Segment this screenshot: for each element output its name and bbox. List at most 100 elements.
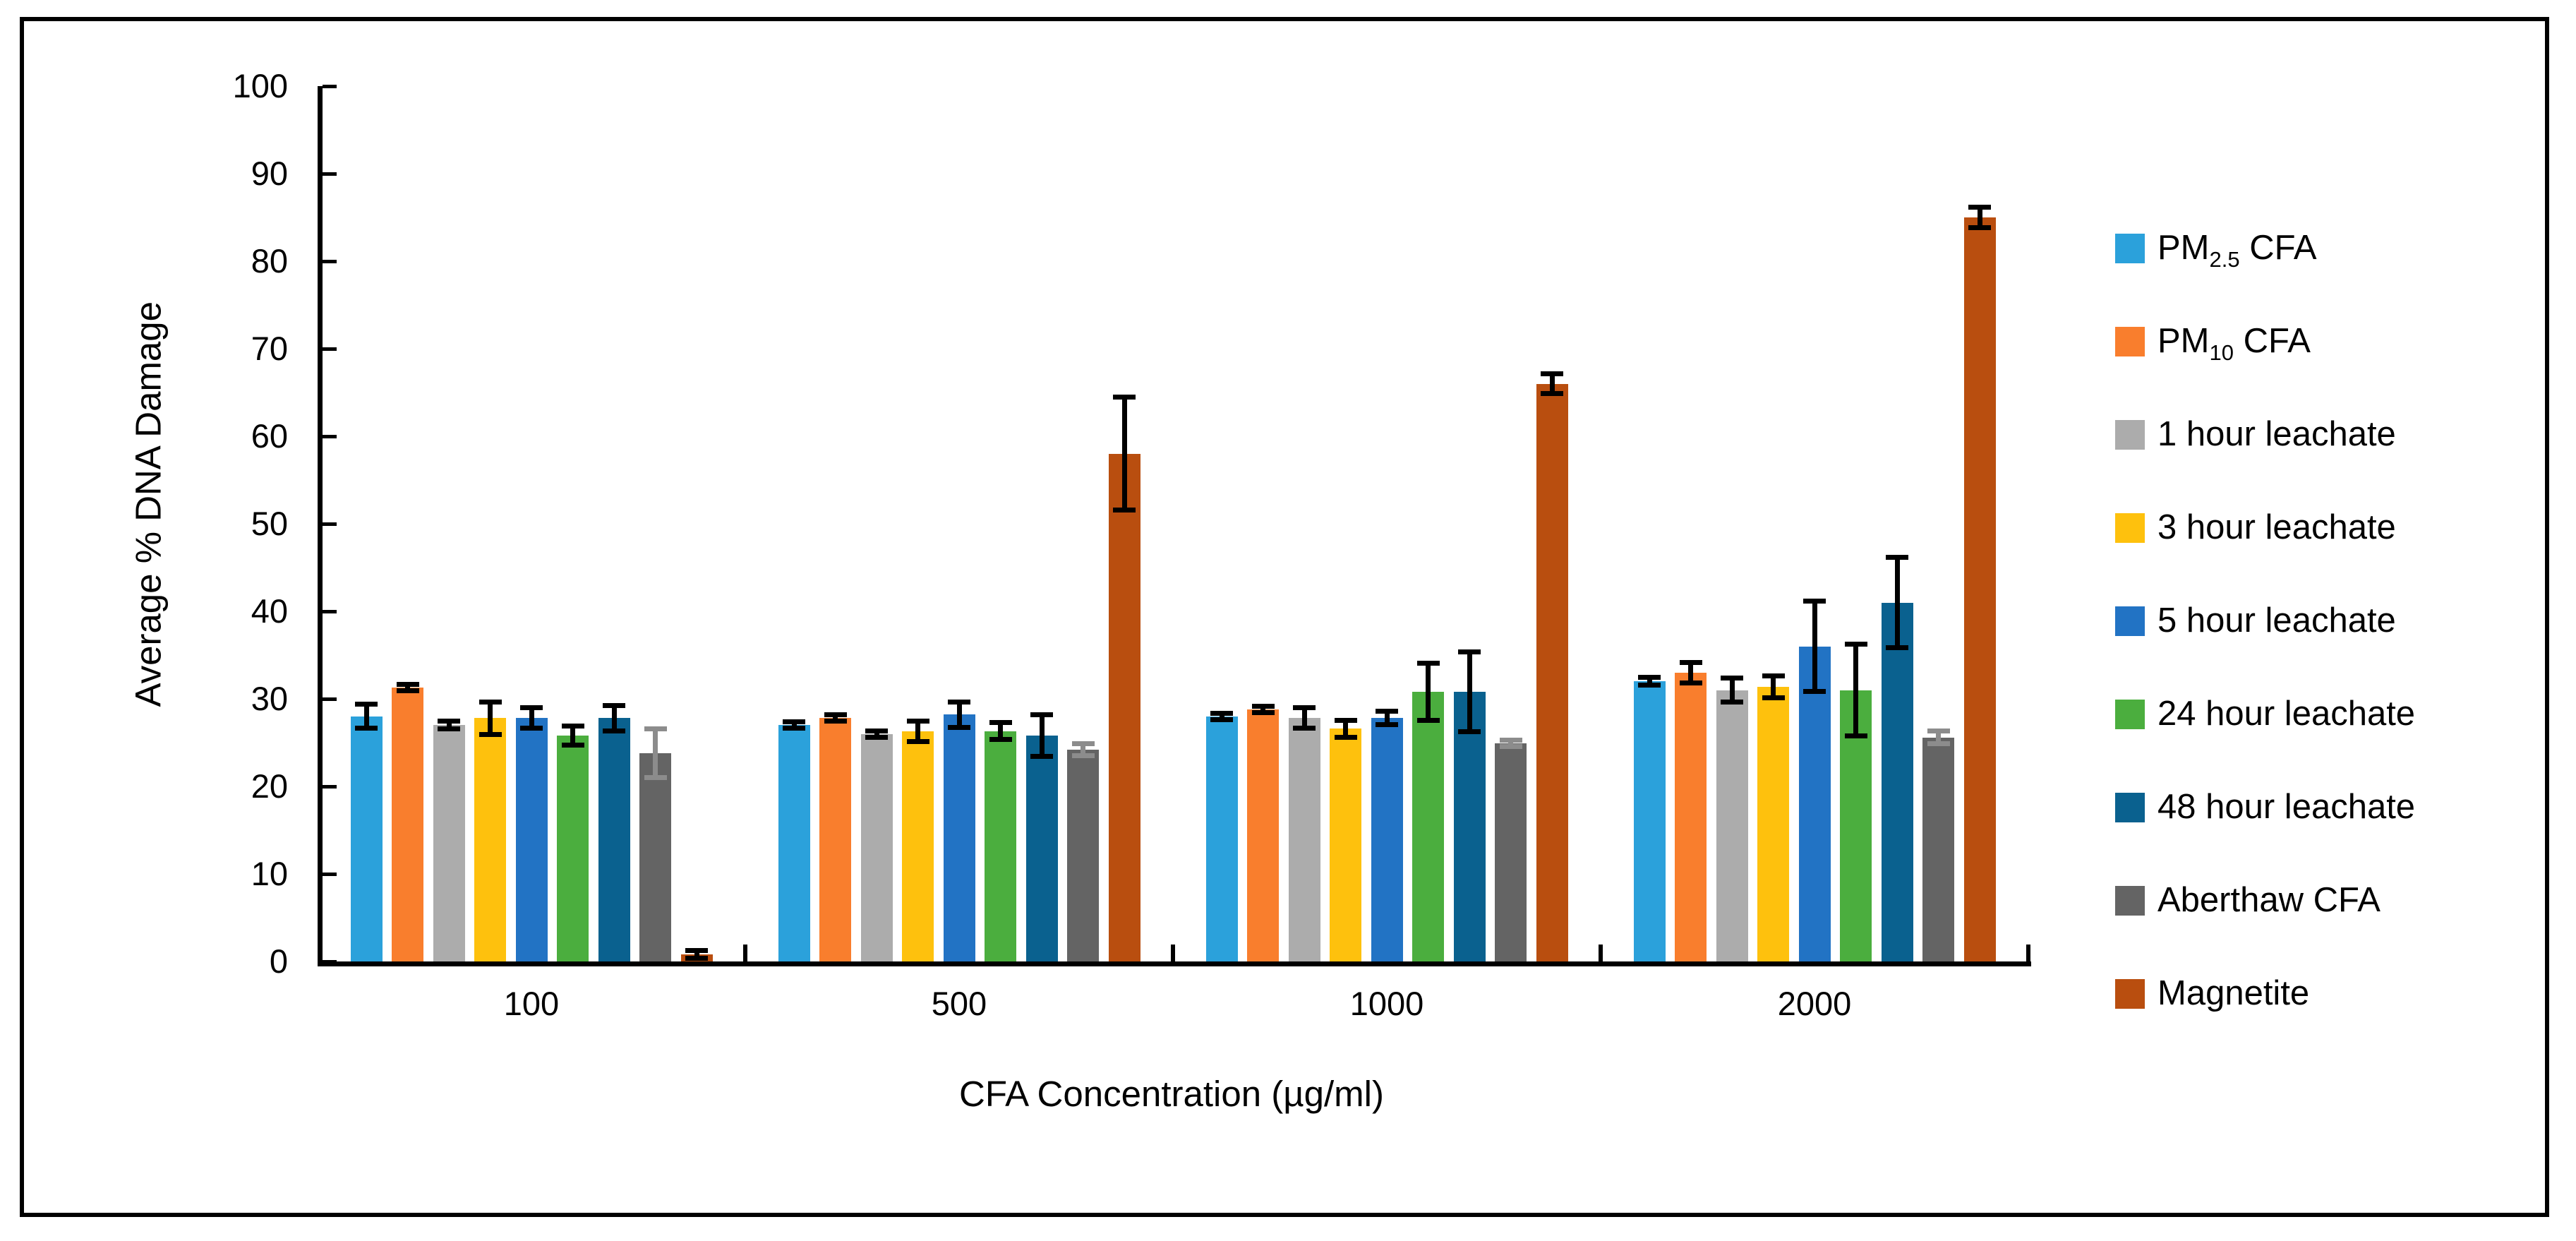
legend-label-leachate1h: 1 hour leachate <box>2157 415 2396 453</box>
errorbar-cap-bottom-leachate1h-1000 <box>1293 726 1316 731</box>
errorbar-cap-bottom-aberthaw-100 <box>644 774 667 780</box>
errorbar-cap-top-leachate1h-1000 <box>1293 705 1316 711</box>
y-axis-line <box>318 86 323 966</box>
legend-item-leachate3h: 3 hour leachate <box>2115 510 2396 545</box>
errorbar-cap-top-leachate48h-2000 <box>1886 555 1908 560</box>
y-tick-label-50: 50 <box>251 505 288 542</box>
y-tick-label-20: 20 <box>251 767 288 805</box>
errorbar-cap-top-magnetite-2000 <box>1968 205 1991 210</box>
errorbar-cap-bottom-pm10-100 <box>396 688 419 693</box>
bar-leachate48h-1000 <box>1453 692 1486 961</box>
legend-label-magnetite: Magnetite <box>2157 974 2310 1012</box>
errorbar-cap-top-magnetite-500 <box>1113 395 1136 400</box>
errorbar-line-leachate3h-2000 <box>1771 675 1776 698</box>
errorbar-line-pm10-2000 <box>1688 661 1693 683</box>
errorbar-cap-bottom-leachate24h-500 <box>989 737 1012 743</box>
errorbar-line-leachate24h-500 <box>998 722 1003 741</box>
bar-leachate1h-1000 <box>1288 718 1320 961</box>
errorbar-cap-top-magnetite-100 <box>685 947 708 953</box>
errorbar-line-leachate1h-2000 <box>1729 678 1735 702</box>
errorbar-cap-top-leachate24h-100 <box>561 724 584 729</box>
legend-label-leachate48h: 48 hour leachate <box>2157 788 2416 826</box>
errorbar-cap-bottom-magnetite-2000 <box>1968 224 1991 230</box>
legend-label-leachate5h: 5 hour leachate <box>2157 601 2396 640</box>
x-boundary-tick-3 <box>1599 945 1603 961</box>
errorbar-cap-bottom-leachate1h-500 <box>865 734 888 740</box>
errorbar-cap-bottom-pm25-500 <box>783 726 805 731</box>
errorbar-cap-bottom-pm10-2000 <box>1679 680 1702 685</box>
legend-item-leachate24h: 24 hour leachate <box>2115 697 2415 731</box>
errorbar-cap-top-pm25-100 <box>355 702 378 707</box>
bar-leachate48h-500 <box>1025 736 1058 961</box>
y-tick-30 <box>323 697 337 701</box>
legend-item-leachate48h: 48 hour leachate <box>2115 790 2415 825</box>
y-tick-label-70: 70 <box>251 330 288 367</box>
errorbar-cap-bottom-leachate1h-2000 <box>1721 699 1743 705</box>
errorbar-cap-top-aberthaw-2000 <box>1927 728 1950 733</box>
bar-leachate5h-100 <box>515 718 548 961</box>
errorbar-cap-top-pm25-1000 <box>1210 710 1233 716</box>
y-tick-label-90: 90 <box>251 155 288 192</box>
y-tick-label-60: 60 <box>251 417 288 455</box>
errorbar-cap-top-pm10-100 <box>396 681 419 687</box>
errorbar-cap-top-pm10-2000 <box>1679 659 1702 665</box>
errorbar-cap-bottom-pm25-1000 <box>1210 717 1233 722</box>
errorbar-cap-bottom-pm10-500 <box>824 719 847 724</box>
legend-swatch-leachate48h <box>2115 792 2145 822</box>
errorbar-line-leachate24h-1000 <box>1426 663 1431 721</box>
bar-aberthaw-2000 <box>1922 737 1954 961</box>
errorbar-line-leachate5h-500 <box>956 701 962 728</box>
errorbar-line-pm25-2000 <box>1647 677 1652 686</box>
errorbar-line-leachate1h-500 <box>874 730 879 738</box>
errorbar-line-leachate3h-100 <box>488 701 493 735</box>
errorbar-cap-top-leachate48h-100 <box>603 702 625 708</box>
errorbar-line-leachate1h-100 <box>446 721 452 730</box>
errorbar-cap-top-leachate5h-2000 <box>1803 599 1826 604</box>
errorbar-cap-bottom-leachate5h-100 <box>520 726 543 731</box>
errorbar-line-leachate1h-1000 <box>1301 707 1307 729</box>
errorbar-line-magnetite-500 <box>1121 397 1127 511</box>
x-category-label-100: 100 <box>503 985 560 1022</box>
errorbar-cap-bottom-leachate3h-500 <box>906 738 929 744</box>
errorbar-cap-bottom-pm25-2000 <box>1638 683 1661 688</box>
x-axis-title: CFA Concentration (µg/ml) <box>959 1074 1384 1114</box>
legend-label-aberthaw: Aberthaw CFA <box>2157 881 2381 919</box>
legend-label-pm25: PM2.5 CFA <box>2157 229 2317 272</box>
errorbar-line-leachate48h-1000 <box>1467 652 1472 733</box>
errorbar-cap-top-leachate3h-1000 <box>1334 717 1357 723</box>
legend-item-leachate5h: 5 hour leachate <box>2115 604 2396 638</box>
bar-aberthaw-1000 <box>1495 743 1527 961</box>
y-tick-label-10: 10 <box>251 855 288 892</box>
errorbar-line-leachate3h-1000 <box>1343 719 1348 738</box>
x-category-label-500: 500 <box>931 985 987 1022</box>
legend-swatch-leachate5h <box>2115 606 2145 636</box>
errorbar-line-leachate5h-100 <box>529 707 534 729</box>
bar-leachate48h-2000 <box>1881 602 1913 961</box>
legend-item-pm10: PM10 CFA <box>2115 324 2311 364</box>
errorbar-cap-bottom-magnetite-500 <box>1113 508 1136 513</box>
errorbar-cap-top-leachate5h-100 <box>520 705 543 711</box>
bar-pm10-500 <box>819 718 851 961</box>
errorbar-cap-bottom-pm25-100 <box>355 726 378 731</box>
y-tick-90 <box>323 172 337 176</box>
x-category-label-1000: 1000 <box>1349 985 1424 1022</box>
bar-leachate3h-100 <box>474 718 506 961</box>
bar-leachate1h-500 <box>860 733 893 961</box>
errorbar-line-magnetite-100 <box>694 949 699 959</box>
bar-leachate24h-100 <box>557 736 589 961</box>
bar-leachate3h-1000 <box>1330 729 1361 961</box>
y-tick-100 <box>323 85 337 88</box>
legend-item-pm25: PM2.5 CFA <box>2115 229 2317 272</box>
bar-pm25-100 <box>350 716 383 961</box>
errorbar-line-pm25-100 <box>363 704 369 729</box>
y-tick-label-80: 80 <box>251 242 288 280</box>
x-category-label-2000: 2000 <box>1777 985 1852 1022</box>
errorbar-cap-top-pm10-1000 <box>1251 703 1275 709</box>
legend-swatch-magnetite <box>2115 978 2145 1009</box>
errorbar-line-magnetite-1000 <box>1549 373 1555 395</box>
errorbar-cap-bottom-leachate24h-1000 <box>1416 718 1440 723</box>
bar-leachate1h-2000 <box>1716 690 1748 961</box>
errorbar-cap-bottom-aberthaw-500 <box>1071 753 1095 758</box>
errorbar-cap-top-leachate5h-1000 <box>1376 709 1398 714</box>
y-tick-70 <box>323 347 337 351</box>
